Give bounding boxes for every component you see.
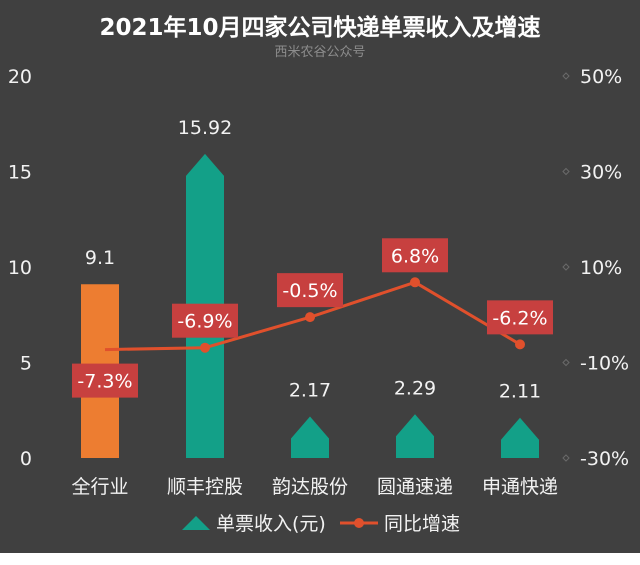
legend-line-dot <box>354 518 364 528</box>
line-value-labels: -7.3% -6.9% -0.5% 6.8% -6.2% <box>72 238 553 398</box>
chart-subtitle: 西米农谷公众号 <box>274 45 365 60</box>
category-label: 圆通速递 <box>377 476 453 498</box>
bar-value-label: 2.17 <box>289 380 331 402</box>
growth-point <box>515 339 525 350</box>
growth-label-box <box>172 303 238 338</box>
chart-title: 2021年10月四家公司快递单票收入及增速 <box>99 14 540 41</box>
right-axis-tick-label: -10% <box>580 353 629 375</box>
category-label: 顺丰控股 <box>167 476 243 498</box>
growth-label: -0.5% <box>282 280 337 302</box>
bar-value-labels: 9.1 15.92 2.17 2.29 2.11 <box>85 117 541 403</box>
growth-label: -6.2% <box>492 307 547 329</box>
growth-label: -6.9% <box>177 311 232 333</box>
bar-申通快递 <box>501 417 539 458</box>
bar-value-label: 9.1 <box>85 247 115 269</box>
right-axis-tick-label: 10% <box>580 257 622 279</box>
legend-line-label: 同比增速 <box>384 513 460 535</box>
right-axis-tick-mark <box>562 72 570 80</box>
growth-label: -7.3% <box>77 371 132 393</box>
right-y-axis: -30% -10% 10% 30% 50% <box>562 66 629 470</box>
right-axis-tick-mark <box>562 358 570 367</box>
left-axis-tick-label: 20 <box>8 66 32 88</box>
growth-point <box>410 277 420 288</box>
right-axis-tick-mark <box>562 454 570 462</box>
right-axis-tick-label: 50% <box>580 66 622 88</box>
category-label: 全行业 <box>71 476 128 498</box>
bar-value-label: 15.92 <box>178 117 232 139</box>
right-axis-tick-mark <box>562 167 570 176</box>
bar-韵达股份 <box>291 416 329 458</box>
bar-圆通速递 <box>396 414 434 458</box>
category-label: 韵达股份 <box>272 476 348 498</box>
line-series <box>104 277 525 353</box>
growth-label-box <box>72 363 138 398</box>
left-axis-tick-label: 10 <box>8 257 32 279</box>
left-axis-tick-label: 5 <box>20 353 32 375</box>
growth-label-box <box>382 238 448 273</box>
right-axis-tick-label: 30% <box>580 162 622 184</box>
right-axis-tick-label: -30% <box>580 448 629 470</box>
legend-bar-label: 单票收入(元) <box>216 513 326 535</box>
left-axis-tick-label: 15 <box>8 162 32 184</box>
bar-value-label: 2.29 <box>394 377 436 399</box>
x-axis: 全行业 顺丰控股 韵达股份 圆通速递 申通快递 <box>71 476 558 498</box>
legend-bar-marker <box>182 516 210 530</box>
growth-label-box <box>487 300 553 335</box>
left-y-axis: 0 5 10 15 20 <box>8 66 32 470</box>
bar-value-label: 2.11 <box>499 381 541 403</box>
growth-point <box>200 342 210 353</box>
growth-label-box <box>277 273 343 308</box>
growth-point <box>305 312 315 323</box>
legend: 单票收入(元) 同比增速 <box>182 513 460 535</box>
category-label: 申通快递 <box>482 476 558 498</box>
left-axis-tick-label: 0 <box>20 448 32 470</box>
growth-label: 6.8% <box>391 245 439 267</box>
right-axis-tick-mark <box>562 263 570 271</box>
